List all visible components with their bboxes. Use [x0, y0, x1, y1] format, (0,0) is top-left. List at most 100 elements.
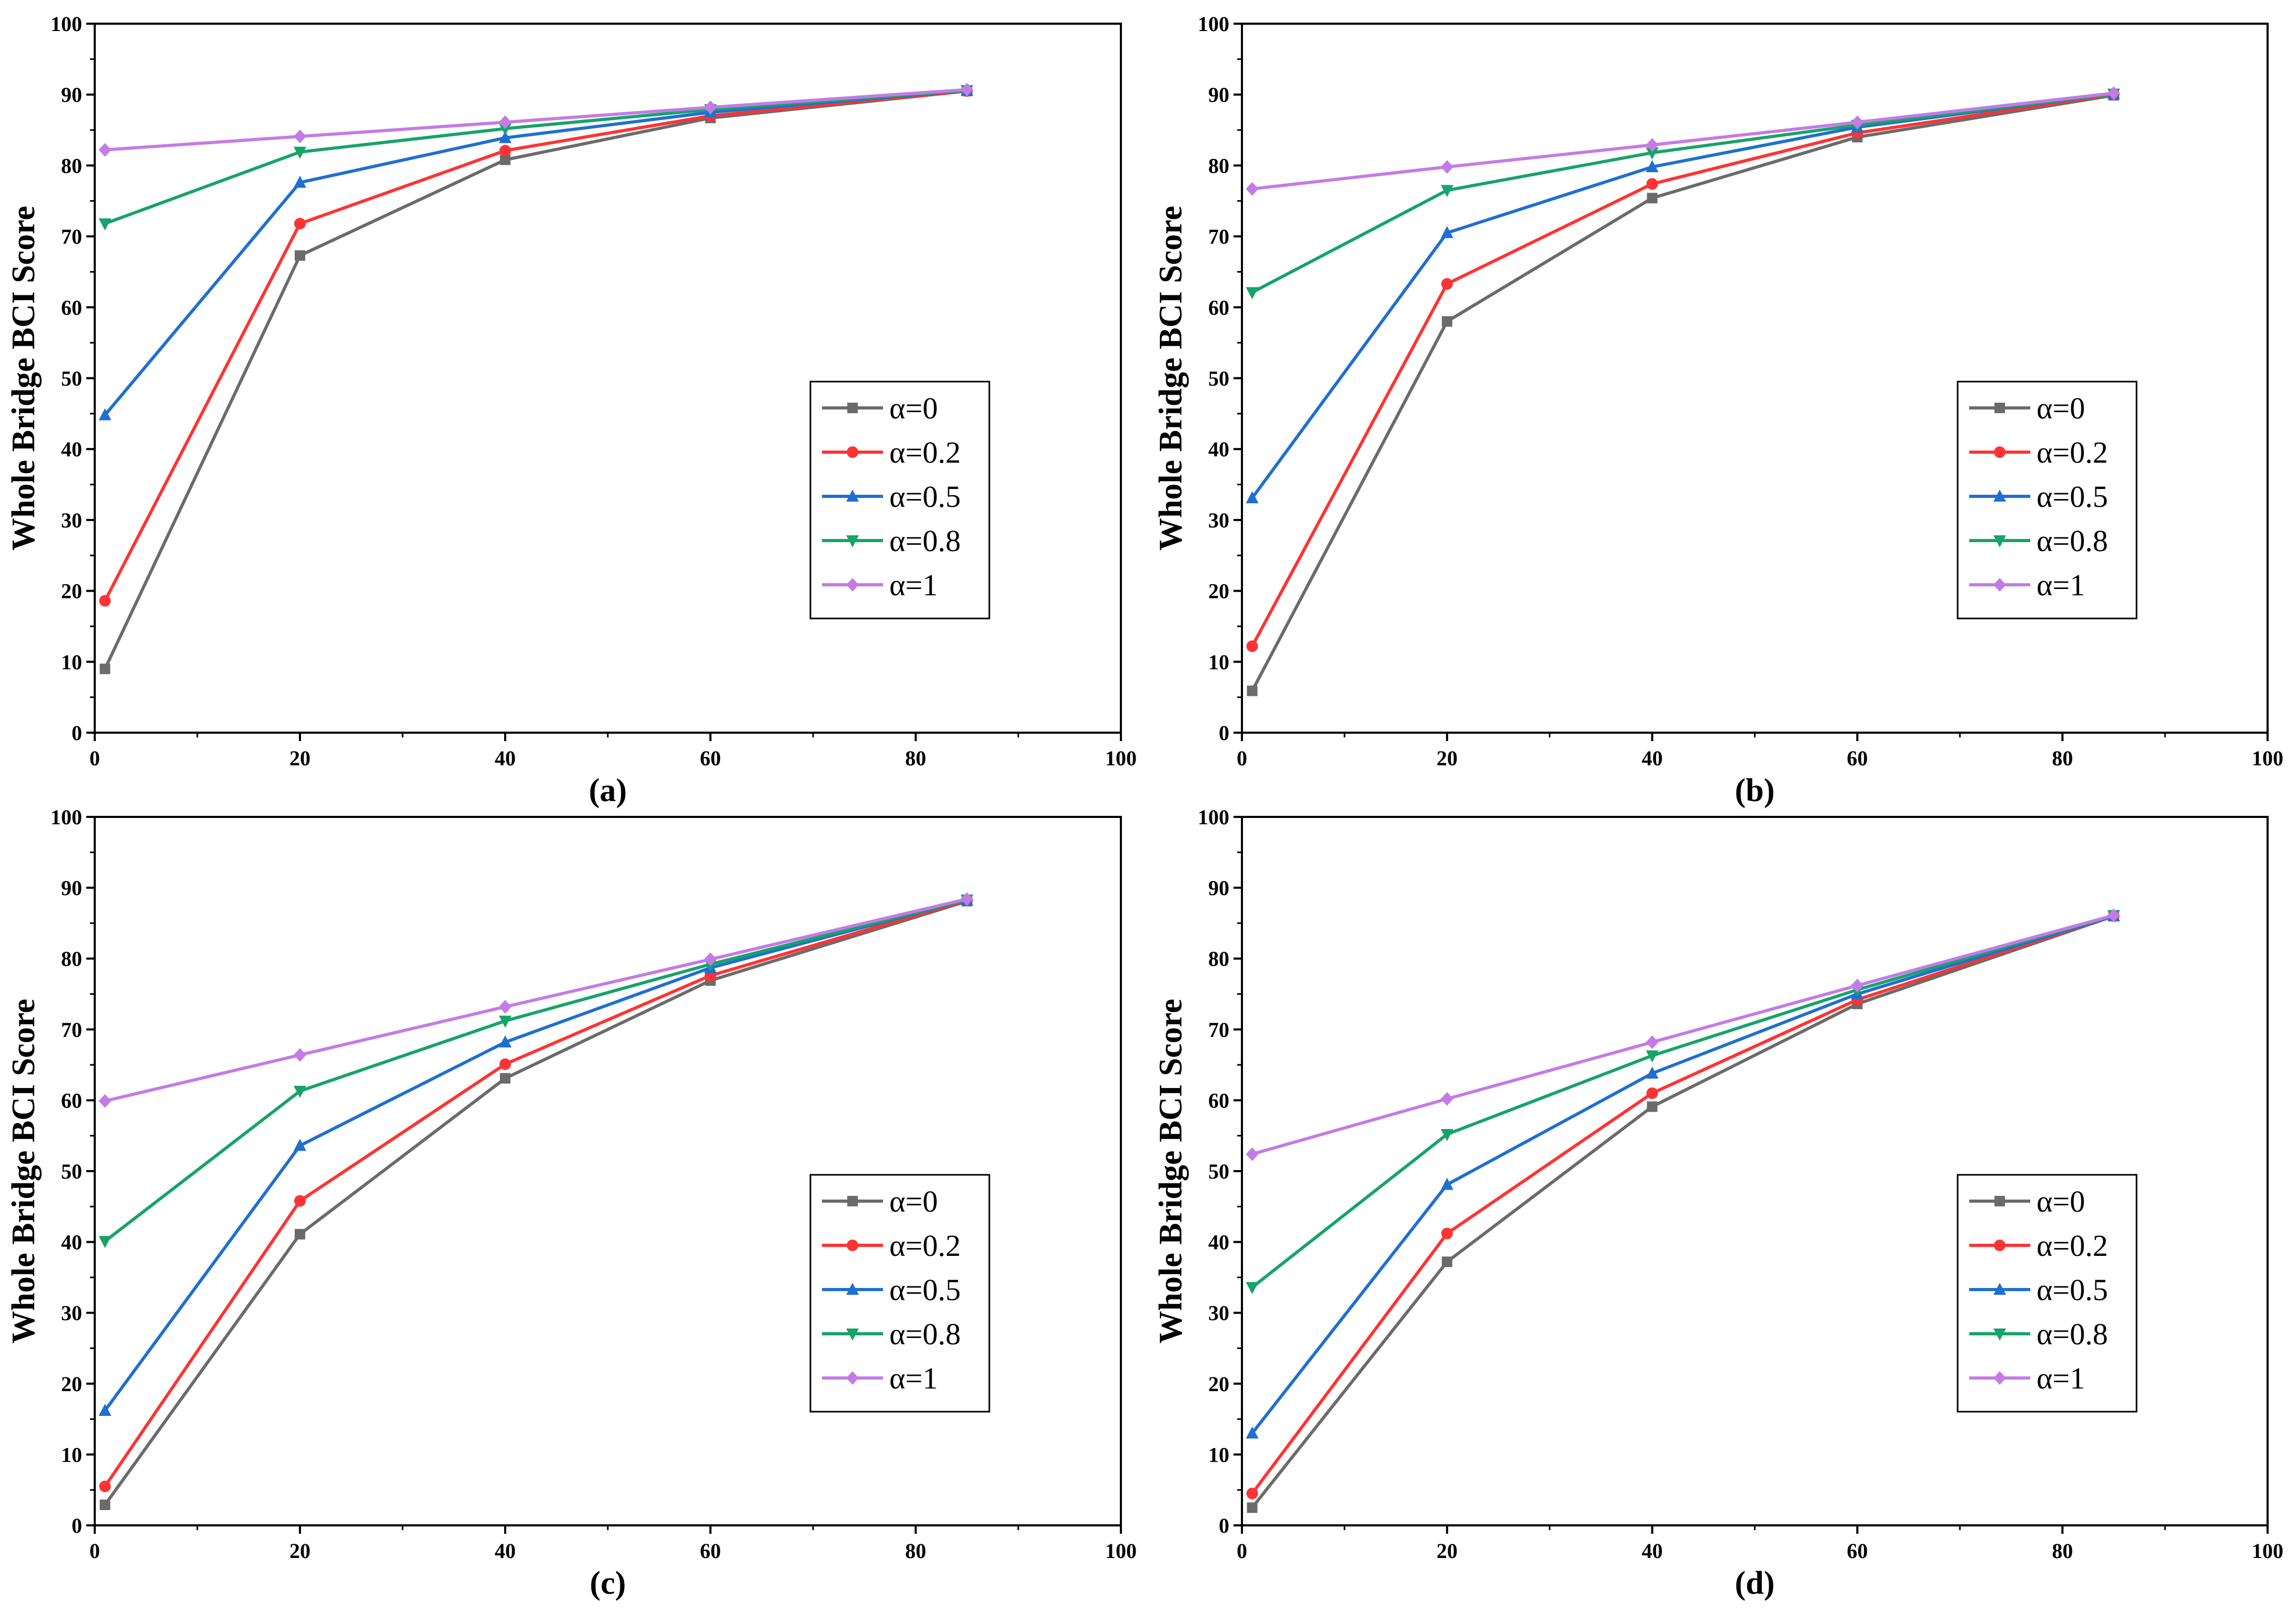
legend: α=0 α=0.2 α=0.5 α=0.8 α=1: [809, 1174, 990, 1413]
panel-label: (d): [1735, 1565, 1775, 1601]
data-point: [294, 1048, 306, 1062]
series-3: [98, 83, 974, 421]
legend-swatch-marker: [1993, 1329, 2006, 1341]
data-point: [500, 154, 510, 165]
panel-label: (c): [590, 1565, 626, 1601]
legend-label: α=0.8: [889, 1317, 961, 1351]
y-tick-label: 70: [61, 225, 82, 248]
legend-swatch-marker: [1993, 1371, 2006, 1385]
data-point: [499, 1058, 511, 1070]
data-point: [960, 83, 974, 97]
y-tick-label: 50: [1208, 367, 1229, 391]
y-tick-label: 10: [61, 650, 82, 674]
data-point: [1646, 1066, 1659, 1079]
legend: α=0 α=0.2 α=0.5 α=0.8 α=1: [809, 381, 990, 620]
data-point: [1646, 147, 1659, 160]
series-5: [98, 83, 974, 157]
data-point: [1440, 1177, 1453, 1190]
x-tick-label: 20: [289, 746, 310, 770]
legend-entry: α=0.5: [822, 480, 961, 514]
data-point: [1246, 1487, 1258, 1500]
chart-panel-1: 0 10 20 30 40 50 60 70 80 90 100 0 20 40 60 80 100 Whole …: [6, 12, 1137, 808]
x-tick-label: 60: [1847, 1539, 1868, 1563]
legend-entry: α=0.2: [1969, 435, 2108, 470]
y-tick-label: 40: [1208, 437, 1229, 461]
legend-entry: α=1: [822, 1361, 938, 1395]
x-tick-label: 40: [1642, 746, 1663, 770]
legend-entry: α=0: [1969, 391, 2085, 425]
y-tick-label: 10: [1208, 650, 1229, 674]
series-line: [104, 88, 967, 225]
legend-entry: α=0.8: [822, 1317, 961, 1351]
legend-swatch-marker: [846, 1371, 859, 1385]
legend-label: α=0.5: [889, 1273, 961, 1307]
legend-swatch-marker: [846, 535, 859, 547]
data-point: [1646, 1087, 1658, 1099]
y-tick-label: 0: [1219, 721, 1229, 745]
x-tick-label: 0: [1237, 746, 1247, 770]
legend: α=0 α=0.2 α=0.5 α=0.8 α=1: [1957, 381, 2138, 620]
legend-swatch-marker: [847, 403, 858, 413]
legend-entry: α=1: [1969, 568, 2085, 602]
x-tick-label: 40: [1642, 1539, 1663, 1563]
data-point: [499, 145, 511, 157]
legend-label: α=0.8: [889, 524, 961, 558]
y-tick-label: 100: [1198, 12, 1229, 36]
y-tick-label: 50: [1208, 1160, 1229, 1183]
x-tick-label: 100: [2252, 746, 2283, 770]
y-tick-label: 100: [51, 805, 82, 829]
y-tick-label: 90: [1208, 83, 1229, 107]
legend-label: α=0.8: [2037, 524, 2108, 558]
data-point: [1246, 1426, 1259, 1439]
data-point: [1647, 1101, 1658, 1112]
y-tick-label: 20: [61, 1372, 82, 1396]
legend-swatch-marker: [846, 578, 859, 592]
y-tick-label: 30: [1208, 508, 1229, 532]
x-tick-label: 80: [2052, 1539, 2073, 1563]
data-point: [1441, 278, 1453, 290]
data-point: [98, 408, 112, 421]
data-point: [98, 218, 112, 231]
x-tick-label: 0: [89, 1539, 100, 1563]
series-4: [98, 85, 974, 231]
data-point: [1647, 193, 1658, 204]
y-tick-label: 80: [1208, 947, 1229, 971]
legend-swatch-marker: [846, 1329, 859, 1341]
y-tick-label: 100: [51, 12, 82, 36]
legend-box: [1957, 381, 2138, 620]
plot-frame: [94, 23, 1122, 734]
x-tick-label: 60: [700, 746, 721, 770]
y-tick-label: 90: [61, 876, 82, 900]
legend-label: α=0.2: [2037, 1229, 2108, 1263]
data-point: [294, 1085, 306, 1098]
legend-label: α=0.5: [889, 480, 961, 514]
legend-box: [1957, 1174, 2138, 1413]
data-point: [1646, 160, 1659, 173]
legend-swatch-marker: [1994, 1196, 2005, 1206]
legend-swatch-marker: [1994, 403, 2005, 413]
data-point: [1441, 316, 1452, 327]
x-tick-label: 0: [1237, 1539, 1247, 1563]
data-point: [295, 1229, 305, 1240]
data-point: [1246, 491, 1259, 504]
y-tick-label: 20: [1208, 580, 1229, 603]
y-tick-label: 80: [61, 947, 82, 971]
legend-entry: α=0.2: [822, 1229, 961, 1263]
legend-swatch-marker: [846, 490, 859, 502]
x-tick-label: 80: [905, 746, 926, 770]
legend-swatch-marker: [1994, 1240, 2006, 1251]
x-tick-label: 80: [905, 1539, 926, 1563]
x-tick-label: 20: [1437, 1539, 1458, 1563]
x-tick-label: 60: [700, 1539, 721, 1563]
legend-label: α=0.5: [2037, 480, 2108, 514]
y-tick-label: 50: [61, 367, 82, 391]
legend-swatch-marker: [847, 1196, 858, 1206]
legend-entry: α=0.8: [1969, 524, 2108, 558]
y-axis-label: Whole Bridge BCI Score: [1153, 999, 1189, 1344]
data-point: [499, 123, 512, 136]
legend-label: α=0.5: [2037, 1273, 2108, 1307]
series-4: [1246, 88, 2120, 299]
data-point: [499, 115, 512, 129]
series-line: [1251, 92, 2114, 294]
data-point: [1246, 1282, 1259, 1294]
